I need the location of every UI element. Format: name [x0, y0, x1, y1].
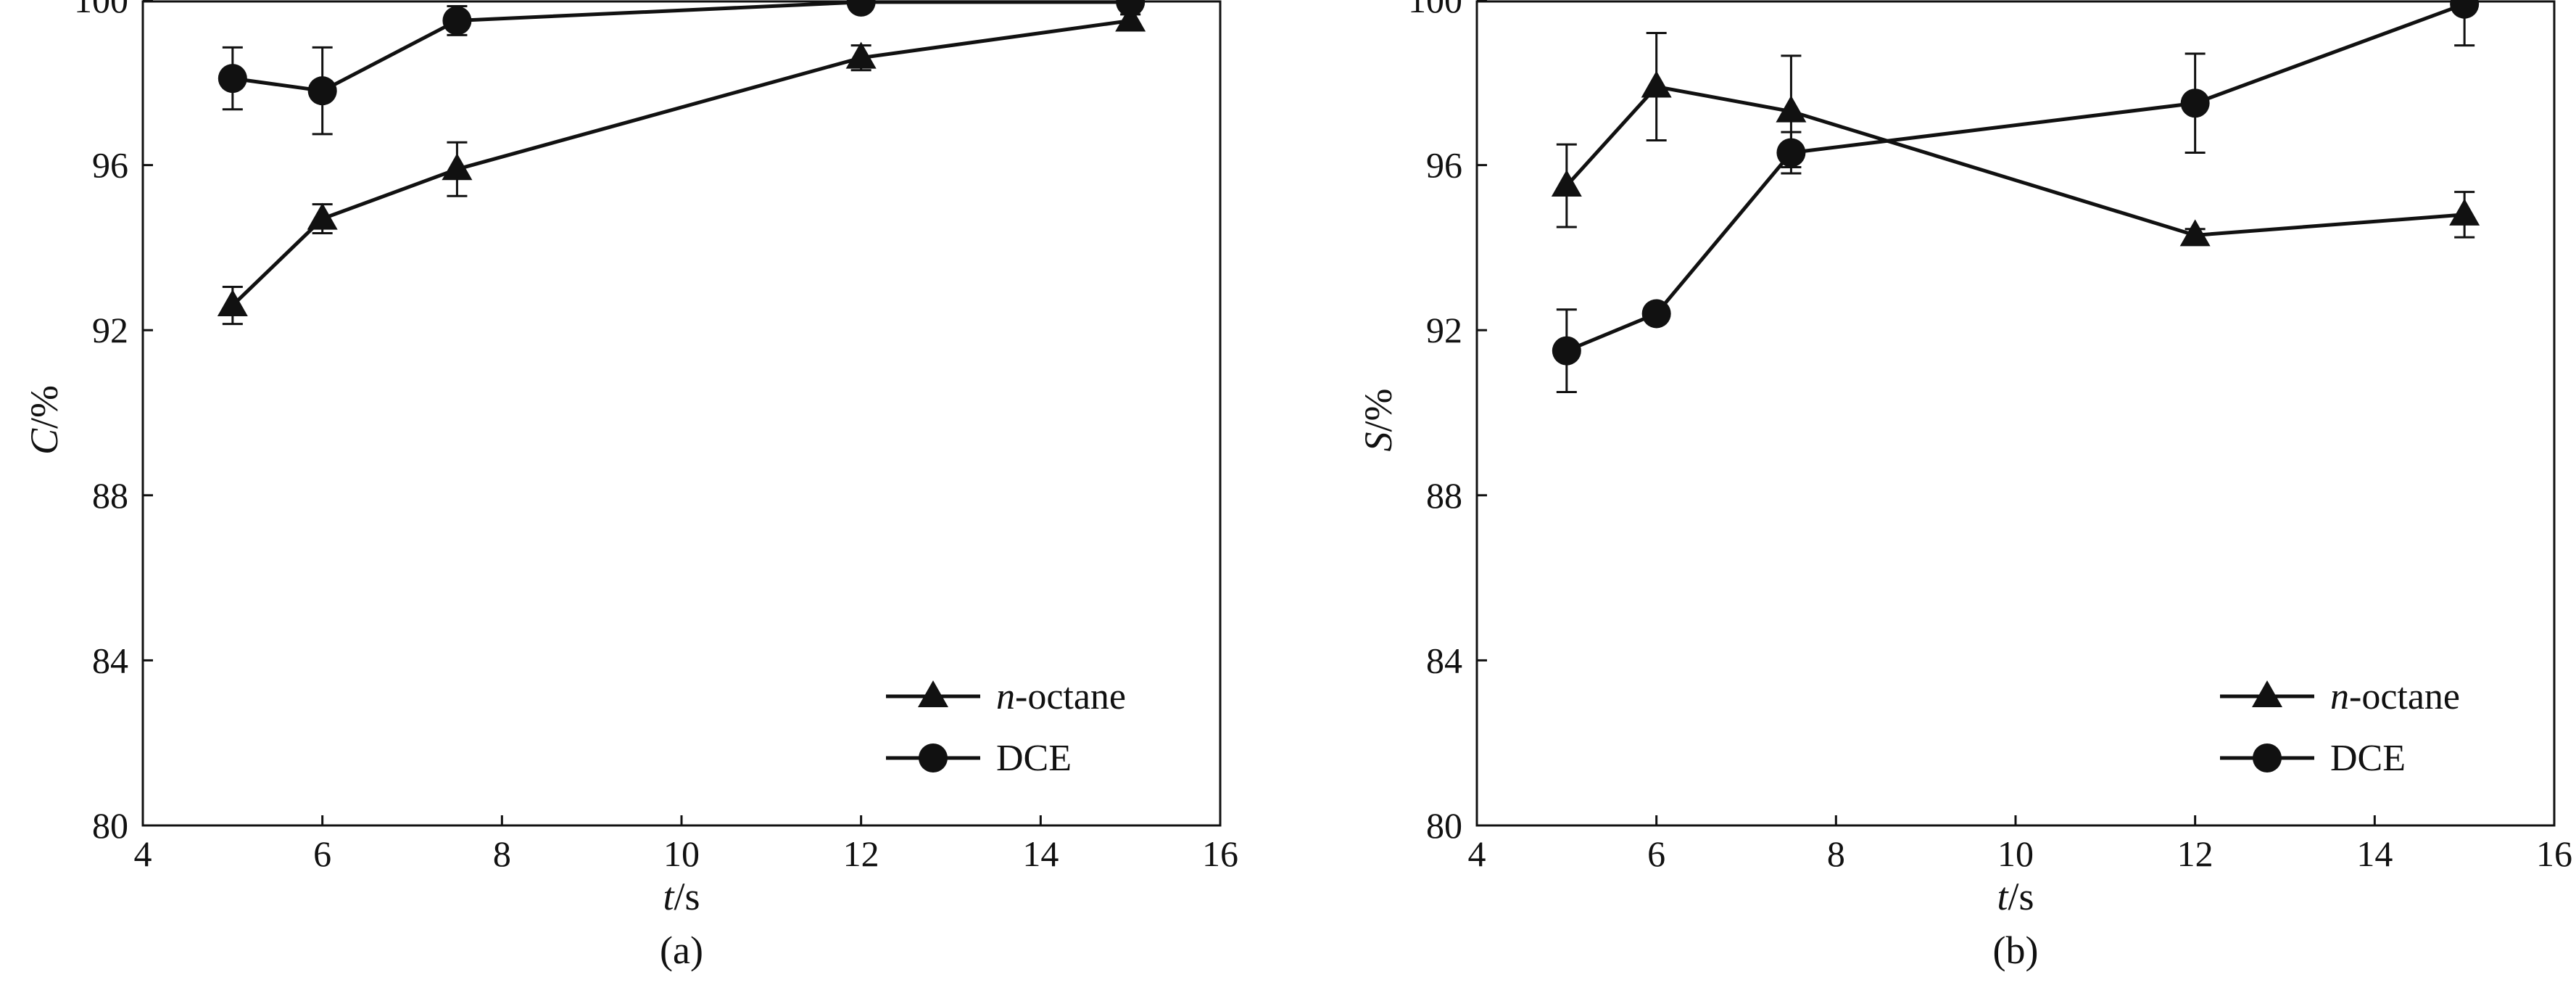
legend-marker-dce [2253, 743, 2282, 772]
data-point-dce [2180, 88, 2210, 118]
series-line-dce [232, 0, 1131, 93]
x-tick-label: 8 [493, 833, 511, 874]
legend-label-dce: DCE [2330, 738, 2406, 779]
legend-label-octane: n-octane [2330, 676, 2460, 717]
x-tick-label: 16 [1202, 833, 1238, 874]
series-line-octane [1565, 84, 2465, 237]
data-point-octane [845, 41, 877, 69]
x-axis-title: t/s [1997, 875, 2034, 918]
data-point-dce [2450, 0, 2480, 19]
legend-marker-dce [919, 743, 948, 772]
data-point-octane [1115, 4, 1146, 32]
x-tick-label: 6 [313, 833, 331, 874]
data-point-dce [442, 6, 472, 36]
series-line-octane [231, 18, 1131, 307]
data-point-octane [217, 289, 248, 317]
x-tick-label: 4 [1468, 833, 1486, 874]
legend-marker-octane [918, 680, 948, 707]
data-point-octane [1776, 95, 1807, 123]
x-axis-title: t/s [663, 875, 700, 918]
x-tick-label: 16 [2536, 833, 2572, 874]
panel-caption: (a) [660, 928, 703, 972]
legend-label-octane: n-octane [996, 676, 1126, 717]
data-point-dce [1552, 336, 1581, 366]
data-point-dce [846, 0, 876, 17]
y-tick-label: 92 [92, 310, 128, 350]
legend-marker-octane [2252, 680, 2282, 707]
y-tick-label: 88 [1426, 475, 1462, 516]
y-tick-label: 100 [74, 0, 128, 20]
x-tick-label: 8 [1827, 833, 1845, 874]
panel-a: 4 6 8 10 12 14 16 80 84 88 92 96 100 t/s C/% (a) n-octan… [22, 0, 1238, 972]
data-point-octane [307, 202, 338, 230]
data-point-dce [1776, 138, 1806, 168]
data-point-octane [1551, 170, 1582, 197]
y-tick-label: 84 [92, 640, 128, 680]
legend-label-dce: DCE [996, 738, 1072, 779]
data-point-dce [1641, 299, 1671, 329]
panel-b: 4 6 8 10 12 14 16 80 84 88 92 96 100 t/s S/% (b) n-octan… [1357, 0, 2572, 972]
x-tick-label: 10 [663, 833, 700, 874]
y-tick-label: 88 [92, 475, 128, 516]
y-tick-label: 96 [92, 145, 128, 186]
x-tick-label: 6 [1647, 833, 1665, 874]
y-tick-label: 84 [1426, 640, 1462, 680]
data-point-octane [442, 153, 473, 181]
y-tick-label: 96 [1426, 145, 1462, 186]
x-tick-label: 4 [134, 833, 152, 874]
y-tick-label: 80 [1426, 805, 1462, 846]
data-point-octane [1641, 70, 1672, 98]
data-point-octane [2179, 219, 2211, 247]
x-tick-label: 12 [2177, 833, 2213, 874]
data-point-dce [307, 76, 337, 106]
x-tick-label: 12 [843, 833, 879, 874]
y-tick-label: 80 [92, 805, 128, 846]
data-point-dce [218, 64, 247, 94]
y-tick-label: 92 [1426, 310, 1462, 350]
series-line-dce [1565, 2, 2466, 353]
y-tick-label: 100 [1408, 0, 1462, 20]
y-axis-title: C/% [22, 385, 66, 455]
y-axis-title: S/% [1357, 389, 1400, 452]
x-tick-label: 14 [1022, 833, 1059, 874]
x-tick-label: 10 [1997, 833, 2034, 874]
panel-caption: (b) [1993, 928, 2039, 972]
x-tick-label: 14 [2356, 833, 2393, 874]
data-point-dce [1116, 0, 1146, 17]
data-point-octane [2449, 198, 2480, 226]
